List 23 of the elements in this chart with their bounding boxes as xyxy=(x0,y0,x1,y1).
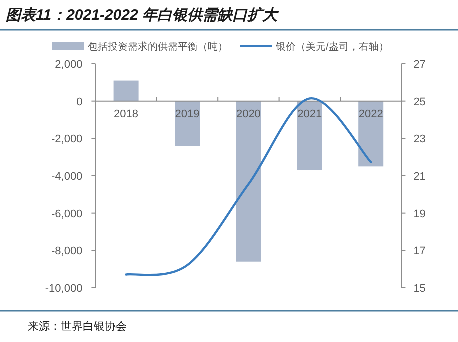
source-note: 来源：世界白银协会 xyxy=(28,320,127,333)
x-tick-label: 2018 xyxy=(114,108,139,120)
y2-tick-label: 27 xyxy=(414,59,426,71)
chart-title: 图表11：2021-2022 年白银供需缺口扩大 xyxy=(6,6,280,24)
y-tick-label: -6,000 xyxy=(51,208,83,220)
legend-label: 包括投资需求的供需平衡（吨） xyxy=(88,41,228,53)
legend-label: 银价（美元/盎司，右轴） xyxy=(275,41,389,53)
x-tick-label: 2021 xyxy=(298,108,322,120)
y-tick-label: -8,000 xyxy=(51,246,83,258)
y2-tick-label: 21 xyxy=(414,171,426,183)
y2-tick-label: 17 xyxy=(414,246,426,258)
y2-tick-label: 25 xyxy=(414,96,426,108)
y2-tick-label: 23 xyxy=(414,134,426,146)
x-tick-label: 2020 xyxy=(236,108,261,120)
y-tick-label: -4,000 xyxy=(51,171,83,183)
x-tick-label: 2022 xyxy=(358,108,384,120)
y-tick-label: 2,000 xyxy=(55,59,83,71)
y2-tick-label: 19 xyxy=(414,208,426,220)
y2-tick-label: 15 xyxy=(414,283,426,295)
x-tick-label: 2019 xyxy=(175,108,200,120)
y-tick-label: -2,000 xyxy=(51,134,83,146)
y-tick-label: 0 xyxy=(76,96,83,108)
y-tick-label: -10,000 xyxy=(45,283,83,295)
